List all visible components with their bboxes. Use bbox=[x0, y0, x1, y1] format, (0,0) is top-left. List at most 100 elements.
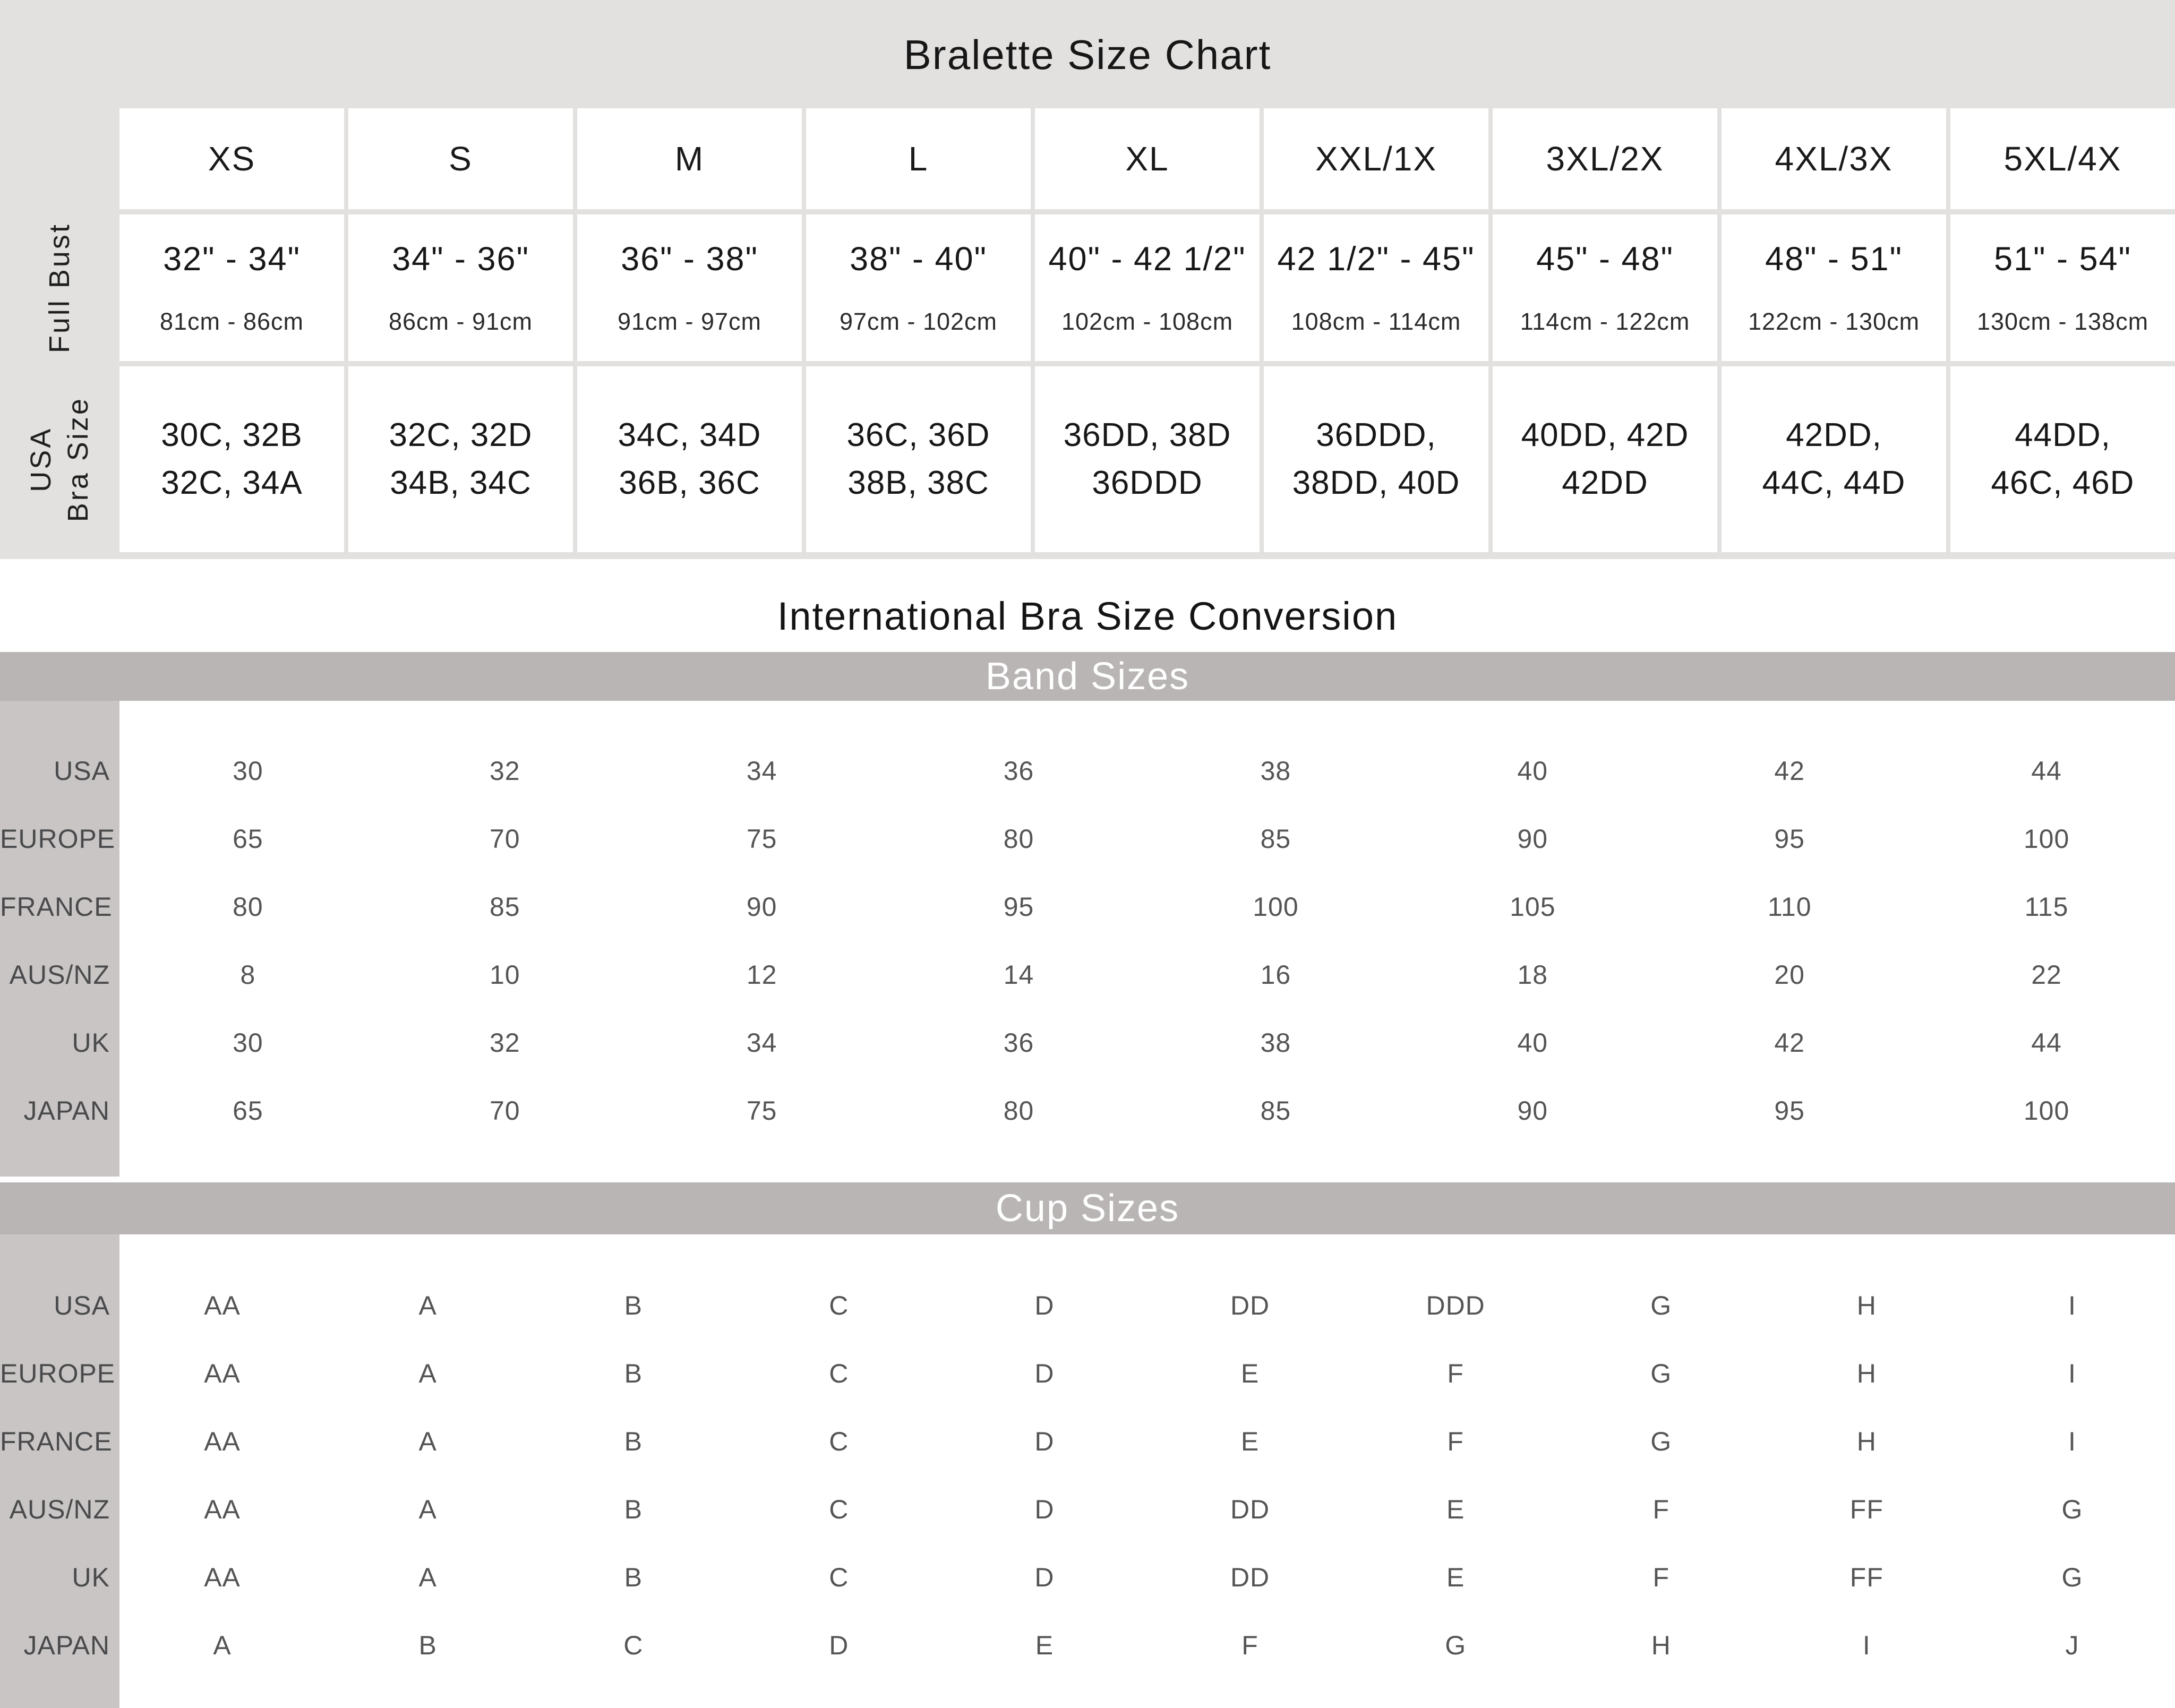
band-value-europe-3: 80 bbox=[1003, 824, 1034, 854]
band-value-usa-5: 40 bbox=[1517, 756, 1548, 786]
conversion-heading: International Bra Size Conversion bbox=[777, 594, 1398, 638]
band-value-usa-1: 32 bbox=[490, 756, 520, 786]
band-value-japan-1: 70 bbox=[490, 1096, 520, 1126]
band-value-france-4: 100 bbox=[1253, 892, 1299, 922]
usa-bra-size-cell-7: 42DD, 44C, 44D bbox=[1722, 366, 1946, 552]
size-column-header-4: XL bbox=[1035, 108, 1260, 209]
band-region-label-usa: USA bbox=[54, 756, 110, 786]
cup-value-europe-9: I bbox=[2068, 1359, 2076, 1388]
cup-value-japan-2: C bbox=[623, 1630, 644, 1660]
band-region-label-ausnz: AUS/NZ bbox=[9, 960, 110, 990]
size-column-header-2: M bbox=[577, 108, 802, 209]
band-value-uk-5: 40 bbox=[1517, 1028, 1548, 1058]
cup-value-europe-8: H bbox=[1856, 1359, 1877, 1388]
bust-inches-2: 36" - 38" bbox=[621, 241, 758, 278]
bra-sizes-line2-5: 38DD, 40D bbox=[1292, 465, 1460, 501]
usa-bra-size-row-label: USA Bra Size bbox=[22, 397, 97, 522]
bust-cm-4: 102cm - 108cm bbox=[1061, 308, 1234, 335]
bra-sizes-line1-6: 40DD, 42D bbox=[1521, 417, 1689, 454]
bust-inches-6: 45" - 48" bbox=[1536, 241, 1674, 278]
band-row-europe: EUROPE 65 70 75 80 85 90 95 100 bbox=[0, 805, 2175, 873]
bra-sizes-line1-0: 30C, 32B bbox=[161, 417, 303, 454]
cup-value-japan-0: A bbox=[213, 1630, 232, 1660]
cup-value-france-0: AA bbox=[204, 1427, 241, 1456]
cup-value-usa-8: H bbox=[1856, 1291, 1877, 1320]
cup-value-usa-7: G bbox=[1650, 1291, 1672, 1320]
full-bust-cell-7: 48" - 51" 122cm - 130cm bbox=[1722, 214, 1946, 361]
bra-sizes-line1-8: 44DD, bbox=[2015, 417, 2111, 454]
cup-value-ausnz-7: F bbox=[1652, 1495, 1670, 1524]
cup-row-japan: JAPAN A B C D E F G H I J bbox=[0, 1611, 2175, 1679]
band-value-japan-7: 100 bbox=[2023, 1096, 2070, 1126]
band-value-uk-7: 44 bbox=[2031, 1028, 2062, 1058]
cup-value-europe-0: AA bbox=[204, 1359, 241, 1388]
bra-sizes-line2-2: 36B, 36C bbox=[619, 465, 760, 501]
band-row-ausnz: AUS/NZ 8 10 12 14 16 18 20 22 bbox=[0, 941, 2175, 1009]
full-bust-cell-1: 34" - 36" 86cm - 91cm bbox=[348, 214, 573, 361]
cup-value-uk-8: FF bbox=[1849, 1563, 1883, 1592]
usa-bra-size-cell-3: 36C, 36D 38B, 38C bbox=[806, 366, 1031, 552]
full-bust-cell-2: 36" - 38" 91cm - 97cm bbox=[577, 214, 802, 361]
cup-value-japan-9: J bbox=[2065, 1630, 2079, 1660]
full-bust-row-label-area: Full Bust bbox=[0, 214, 119, 361]
cup-value-france-3: C bbox=[829, 1427, 849, 1456]
band-sizes-header-bar: Band Sizes bbox=[0, 652, 2175, 701]
cup-value-ausnz-4: D bbox=[1034, 1495, 1055, 1524]
band-value-europe-0: 65 bbox=[233, 824, 263, 854]
usa-bra-size-cell-6: 40DD, 42D 42DD bbox=[1493, 366, 1717, 552]
cup-value-usa-3: C bbox=[829, 1291, 849, 1320]
cup-sizes-header-bar: Cup Sizes bbox=[0, 1182, 2175, 1234]
full-bust-cell-8: 51" - 54" 130cm - 138cm bbox=[1950, 214, 2175, 361]
size-column-header-3: L bbox=[806, 108, 1031, 209]
usa-bra-size-cell-8: 44DD, 46C, 46D bbox=[1950, 366, 2175, 552]
cup-value-uk-2: B bbox=[624, 1563, 643, 1592]
band-value-europe-7: 100 bbox=[2023, 824, 2070, 854]
band-region-label-europe: EUROPE bbox=[0, 824, 116, 854]
bra-sizes-line2-7: 44C, 44D bbox=[1762, 465, 1906, 501]
cup-value-ausnz-1: A bbox=[418, 1495, 437, 1524]
page-title: Bralette Size Chart bbox=[903, 31, 1272, 78]
bust-cm-2: 91cm - 97cm bbox=[617, 308, 762, 335]
bust-inches-7: 48" - 51" bbox=[1765, 241, 1903, 278]
cup-value-japan-1: B bbox=[418, 1630, 437, 1660]
band-value-uk-0: 30 bbox=[233, 1028, 263, 1058]
cup-region-label-ausnz: AUS/NZ bbox=[9, 1495, 110, 1524]
cup-value-ausnz-5: DD bbox=[1230, 1495, 1270, 1524]
cup-value-europe-4: D bbox=[1034, 1359, 1055, 1388]
bra-sizes-line2-0: 32C, 34A bbox=[161, 465, 303, 501]
band-region-label-uk: UK bbox=[72, 1028, 110, 1058]
cup-row-usa: USA AA A B C D DD DDD G H I bbox=[0, 1272, 2175, 1340]
cup-value-uk-9: G bbox=[2061, 1563, 2083, 1592]
full-bust-cell-3: 38" - 40" 97cm - 102cm bbox=[806, 214, 1031, 361]
cup-value-usa-6: DDD bbox=[1426, 1291, 1485, 1320]
band-value-france-1: 85 bbox=[490, 892, 520, 922]
bust-inches-1: 34" - 36" bbox=[392, 241, 529, 278]
cup-region-label-france: FRANCE bbox=[0, 1427, 113, 1456]
band-value-uk-2: 34 bbox=[746, 1028, 777, 1058]
band-value-europe-5: 90 bbox=[1517, 824, 1548, 854]
cup-value-ausnz-8: FF bbox=[1849, 1495, 1883, 1524]
band-value-uk-6: 42 bbox=[1774, 1028, 1805, 1058]
band-value-france-3: 95 bbox=[1003, 892, 1034, 922]
size-header-row: XS S M L XL XXL/1X 3XL/2X 4XL/3X 5XL/4X bbox=[119, 108, 2175, 209]
bust-cm-1: 86cm - 91cm bbox=[388, 308, 533, 335]
band-region-column-background bbox=[0, 701, 119, 1177]
usa-bra-size-row: 30C, 32B 32C, 34A 32C, 32D 34B, 34C 34C,… bbox=[119, 366, 2175, 552]
bust-cm-7: 122cm - 130cm bbox=[1748, 308, 1920, 335]
size-column-header-6: 3XL/2X bbox=[1493, 108, 1717, 209]
cup-value-uk-1: A bbox=[418, 1563, 437, 1592]
bust-cm-5: 108cm - 114cm bbox=[1291, 308, 1461, 335]
band-value-ausnz-7: 22 bbox=[2031, 960, 2062, 990]
band-value-europe-4: 85 bbox=[1260, 824, 1291, 854]
cup-value-ausnz-0: AA bbox=[204, 1495, 241, 1524]
bra-sizes-line2-1: 34B, 34C bbox=[390, 465, 532, 501]
band-value-usa-2: 34 bbox=[746, 756, 777, 786]
cup-region-label-europe: EUROPE bbox=[0, 1359, 116, 1388]
cup-value-uk-0: AA bbox=[204, 1563, 241, 1592]
cup-value-france-2: B bbox=[624, 1427, 643, 1456]
cup-value-france-7: G bbox=[1650, 1427, 1672, 1456]
cup-value-japan-8: I bbox=[1862, 1630, 1871, 1660]
cup-value-france-6: F bbox=[1447, 1427, 1464, 1456]
bust-cm-3: 97cm - 102cm bbox=[839, 308, 998, 335]
usa-bra-size-row-label-area: USA Bra Size bbox=[0, 366, 119, 552]
